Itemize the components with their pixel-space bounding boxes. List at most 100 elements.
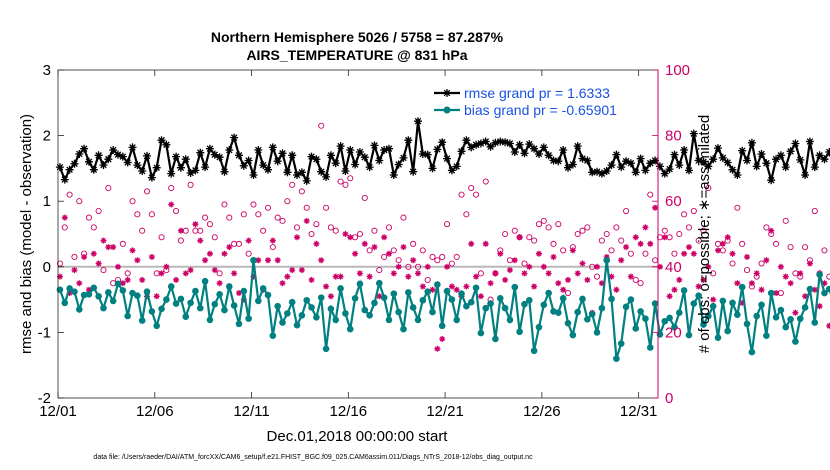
possible-obs-point bbox=[584, 224, 591, 231]
possible-obs-point bbox=[197, 227, 204, 234]
y-tick-label: 0 bbox=[43, 259, 51, 276]
assimilated-obs-point bbox=[187, 267, 194, 274]
assimilated-obs-point bbox=[642, 224, 649, 231]
rmse-point-core bbox=[91, 167, 96, 172]
possible-obs-point bbox=[661, 227, 668, 234]
possible-obs-point bbox=[685, 224, 693, 231]
y-tick-labels: -2 -1 0 1 2 3 bbox=[38, 62, 51, 407]
possible-obs-point bbox=[245, 250, 252, 257]
rmse-point-core bbox=[711, 157, 716, 162]
assimilated-obs-point bbox=[700, 276, 707, 283]
assimilated-obs-point bbox=[734, 280, 741, 287]
assimilated-obs-point bbox=[279, 280, 286, 287]
assimilated-obs-point bbox=[729, 250, 736, 257]
possible-obs-point bbox=[347, 175, 354, 182]
assimilated-obs-point bbox=[763, 257, 770, 264]
possible-obs-point bbox=[293, 224, 301, 231]
rmse-point-core bbox=[130, 145, 135, 150]
y2-tick-labels: 0 20 40 60 80 100 bbox=[665, 62, 690, 407]
rmse-point-core bbox=[638, 156, 643, 161]
possible-obs-point bbox=[327, 224, 334, 231]
assimilated-obs-point bbox=[487, 280, 494, 287]
rmse-point-core bbox=[188, 170, 193, 175]
rmse-point-core bbox=[764, 161, 769, 166]
rmse-point-core bbox=[619, 165, 624, 170]
rmse-point-core bbox=[440, 140, 445, 145]
y2-tick-label: 80 bbox=[665, 128, 682, 145]
bias-point bbox=[211, 300, 219, 308]
possible-obs-point bbox=[676, 230, 683, 238]
assimilated-obs-point bbox=[758, 286, 765, 293]
possible-obs-point bbox=[705, 185, 712, 192]
possible-obs-point bbox=[221, 201, 228, 208]
assimilated-obs-point bbox=[298, 267, 305, 274]
rmse-point-core bbox=[411, 169, 416, 174]
possible-obs-point bbox=[105, 185, 112, 192]
assimilated-obs-point bbox=[526, 263, 533, 270]
bias-point bbox=[492, 335, 499, 343]
possible-obs-point bbox=[787, 244, 794, 251]
rmse-point-core bbox=[798, 157, 803, 162]
assimilated-obs-point bbox=[686, 244, 692, 251]
assimilated-obs-point bbox=[158, 270, 165, 277]
rmse-point-core bbox=[575, 144, 580, 149]
y2-axis-label: # of obs: o=possible; ∗=assimilated bbox=[696, 115, 713, 354]
bias-point bbox=[792, 338, 799, 345]
bias-point bbox=[772, 314, 780, 321]
assimilated-obs-point bbox=[323, 283, 330, 290]
assimilated-obs-point bbox=[269, 237, 276, 244]
bias-point bbox=[753, 312, 761, 320]
rmse-point-core bbox=[435, 147, 440, 152]
assimilated-obs-point bbox=[361, 240, 368, 247]
bias-point bbox=[545, 289, 552, 297]
bias-point bbox=[342, 310, 349, 317]
bias-point bbox=[472, 284, 480, 292]
legend-marks bbox=[434, 89, 460, 114]
possible-obs-point bbox=[289, 181, 296, 188]
rmse-point-core bbox=[212, 152, 217, 157]
rmse-point-core bbox=[246, 158, 251, 163]
assimilated-obs-point bbox=[81, 254, 88, 260]
assimilated-obs-point bbox=[356, 270, 363, 277]
bias-point bbox=[458, 290, 465, 297]
possible-obs-point bbox=[56, 260, 63, 267]
assimilated-obs-point bbox=[110, 244, 117, 251]
bias-point bbox=[143, 288, 151, 296]
possible-obs-point bbox=[284, 198, 291, 205]
assimilated-obs-point bbox=[289, 267, 296, 274]
assimilated-obs-point bbox=[274, 257, 281, 264]
rmse-point-core bbox=[512, 150, 517, 154]
rmse-point-core bbox=[314, 157, 319, 162]
rmse-point-core bbox=[251, 172, 256, 177]
possible-obs-point bbox=[739, 240, 746, 247]
rmse-point-core bbox=[304, 178, 309, 183]
rmse-point-core bbox=[193, 168, 198, 173]
possible-obs-point bbox=[168, 185, 175, 192]
possible-obs-point bbox=[85, 214, 93, 221]
bias-point bbox=[332, 316, 340, 324]
possible-obs-point bbox=[695, 237, 702, 244]
rmse-point-core bbox=[570, 162, 575, 167]
legend-label-bias: bias grand pr = -0.65901 bbox=[464, 102, 617, 118]
assimilated-obs-point bbox=[569, 247, 576, 254]
rmse-point-core bbox=[827, 150, 830, 154]
possible-obs-point bbox=[560, 247, 567, 254]
rmse-point-core bbox=[754, 164, 759, 169]
assimilated-obs-point bbox=[463, 283, 470, 290]
possible-obs-point bbox=[719, 247, 726, 254]
assimilated-obs-point bbox=[531, 283, 538, 290]
chart-title-line-2: AIRS_TEMPERATURE @ 831 hPa bbox=[246, 47, 467, 63]
bias-point bbox=[105, 289, 112, 296]
rmse-point-core bbox=[140, 169, 145, 174]
possible-obs-point bbox=[632, 276, 639, 283]
possible-obs-point bbox=[443, 221, 451, 228]
rmse-point-core bbox=[551, 158, 556, 163]
possible-obs-point bbox=[545, 224, 552, 231]
possible-obs-point bbox=[743, 267, 751, 274]
bias-point bbox=[709, 302, 717, 310]
possible-obs-point bbox=[550, 240, 557, 247]
assimilated-obs-point bbox=[352, 250, 359, 257]
rmse-point-core bbox=[425, 152, 430, 157]
bias-point bbox=[230, 302, 238, 309]
possible-obs-point bbox=[61, 224, 68, 231]
